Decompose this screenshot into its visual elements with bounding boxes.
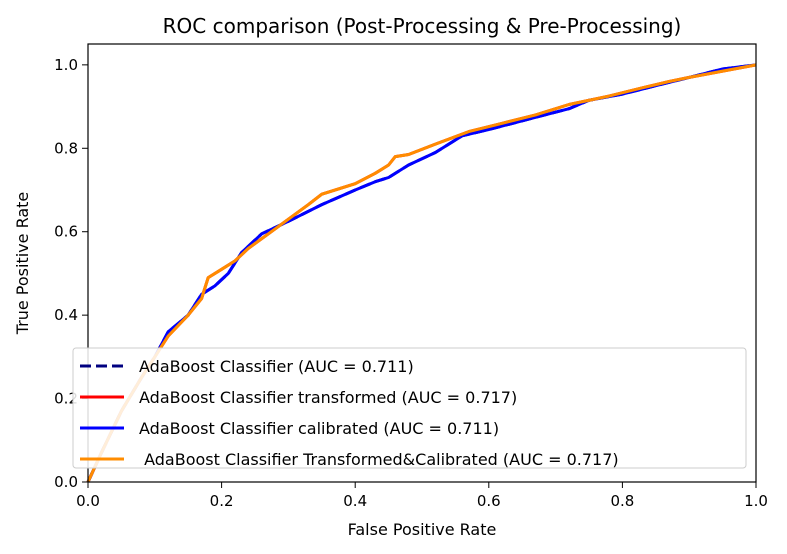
legend-label-2: AdaBoost Classifier transformed (AUC = 0…: [139, 388, 517, 407]
y-axis-ticks: 0.0 0.2 0.4 0.6 0.8 1.0: [54, 56, 88, 491]
y-axis-label: True Positive Rate: [13, 192, 32, 336]
x-tick-label: 0.4: [343, 492, 367, 510]
y-tick-label: 0.0: [54, 473, 78, 491]
x-tick-label: 0.8: [610, 492, 634, 510]
y-tick-label: 0.6: [54, 223, 78, 241]
y-tick-label: 0.4: [54, 306, 78, 324]
legend-label-4: AdaBoost Classifier Transformed&Calibrat…: [139, 450, 619, 469]
y-tick-label: 1.0: [54, 56, 78, 74]
x-tick-label: 1.0: [744, 492, 768, 510]
y-tick-label: 0.8: [54, 139, 78, 157]
legend-label-1: AdaBoost Classifier (AUC = 0.711): [139, 357, 414, 376]
x-axis-ticks: 0.0 0.2 0.4 0.6 0.8 1.0: [76, 482, 768, 510]
legend-label-3: AdaBoost Classifier calibrated (AUC = 0.…: [139, 419, 499, 438]
x-tick-label: 0.2: [210, 492, 234, 510]
legend: AdaBoost Classifier (AUC = 0.711) AdaBoos…: [72, 347, 747, 469]
y-tick-label: 0.2: [54, 390, 78, 408]
x-tick-label: 0.6: [477, 492, 501, 510]
series-line-4: [86, 63, 757, 483]
legend-box: [72, 347, 747, 469]
x-tick-label: 0.0: [76, 492, 100, 510]
plot-lines: [86, 63, 757, 483]
plot-frame: [87, 43, 757, 483]
x-axis-label: False Positive Rate: [348, 520, 497, 539]
chart-title: ROC comparison (Post-Processing & Pre-Pr…: [163, 14, 682, 38]
